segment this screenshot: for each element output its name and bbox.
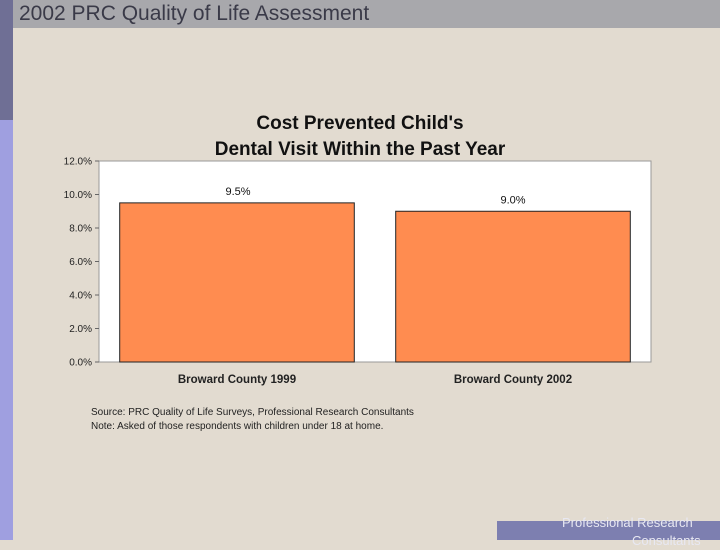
note-text: Note: Asked of those respondents with ch… [91, 421, 384, 432]
x-category-label: Broward County 2002 [454, 374, 572, 386]
y-tick-label: 6.0% [69, 257, 92, 268]
y-tick-label: 4.0% [69, 291, 92, 302]
x-category-label: Broward County 1999 [178, 374, 296, 386]
y-tick-label: 0.0% [69, 358, 92, 369]
bar [119, 202, 355, 363]
bar [395, 210, 631, 363]
y-tick-label: 8.0% [69, 224, 92, 235]
page-title: 2002 PRC Quality of Life Assessment [19, 2, 370, 25]
footer-line1: Professional Research [562, 515, 693, 530]
footer-logo-text: Professional Research Consultants [562, 514, 701, 550]
side-strip-top [0, 0, 13, 120]
footer-line2: Consultants [632, 533, 701, 548]
source-text: Source: PRC Quality of Life Surveys, Pro… [91, 407, 414, 418]
y-tick-label: 2.0% [69, 324, 92, 335]
side-strip [0, 120, 13, 540]
title-bar: 2002 PRC Quality of Life Assessment [0, 0, 720, 28]
bar-value-label: 9.0% [500, 194, 525, 206]
chart-title-line2: Dental Visit Within the Past Year [214, 139, 506, 160]
bar-value-label: 9.5% [225, 186, 250, 198]
footer-bar [497, 521, 720, 540]
y-tick-label: 10.0% [64, 190, 92, 201]
chart-title-line1: Cost Prevented Child's [256, 113, 464, 134]
y-tick-label: 12.0% [64, 157, 92, 168]
